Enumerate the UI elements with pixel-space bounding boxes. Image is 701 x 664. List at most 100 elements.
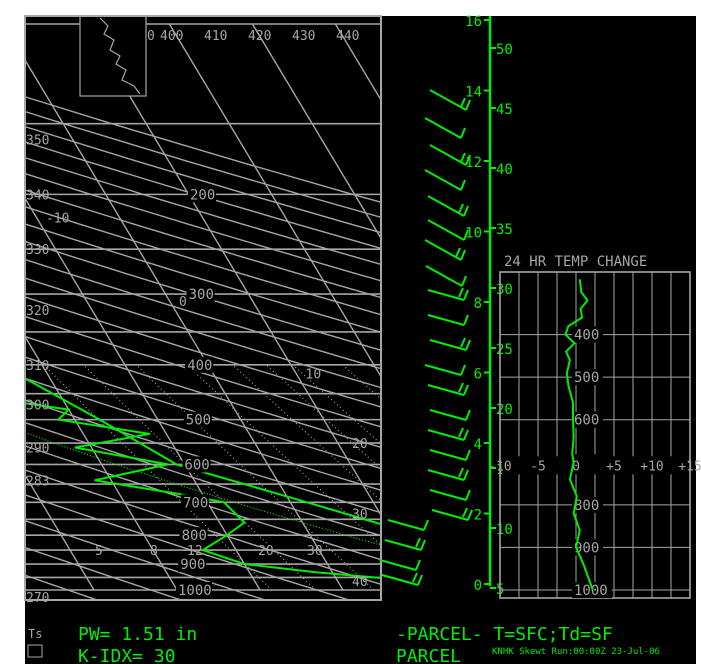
kft-label: 40 <box>496 162 513 178</box>
inset-y-tick-label: 800 <box>574 498 599 514</box>
theta-label: 410 <box>204 29 227 44</box>
wind-barb-flag <box>415 537 421 548</box>
wind-barb-staff <box>424 117 462 139</box>
dry-adiabat-line <box>25 494 352 600</box>
dewpoint-trace <box>25 402 381 580</box>
wind-barb-flag <box>465 99 471 111</box>
corner-box-icon <box>27 644 43 658</box>
km-label: 14 <box>465 85 482 101</box>
dry-adiabat-line <box>25 469 381 586</box>
km-label: 12 <box>465 155 482 171</box>
wind-barb-flag <box>460 364 466 376</box>
wind-barb-staff <box>427 195 465 217</box>
wind-barb-flag <box>463 314 469 326</box>
inset-x-tick-label: 0 <box>572 459 580 474</box>
theta-side-label: 283 <box>26 474 49 489</box>
precipitable-water: PW= 1.51 in <box>78 624 197 645</box>
inset-y-tick-label: 1000 <box>574 583 608 599</box>
kft-label: 20 <box>496 402 513 418</box>
mixing-ratio-label: 12 <box>187 544 203 559</box>
kft-label: 10 <box>496 522 513 538</box>
wind-barb-flag <box>415 559 421 571</box>
theta-prefix-label: 0 <box>147 29 155 44</box>
skewt-border <box>24 15 382 601</box>
temp-change-inset: 24 HR TEMP CHANGE 4005006007008009001000… <box>488 254 701 599</box>
dry-adiabat-line <box>25 519 268 600</box>
wind-barb-staff <box>431 509 469 521</box>
theta-label: 420 <box>248 29 271 44</box>
isobar-label: 700 <box>183 495 208 511</box>
inset-ylabel-bg <box>572 326 603 343</box>
theta-side-label: 320 <box>26 304 49 319</box>
inset-title: 24 HR TEMP CHANGE <box>504 254 647 270</box>
skewt-labels: 0400410420430440-50-40-30-20-10010203040… <box>26 15 368 606</box>
mixing-ratio-line <box>265 364 381 470</box>
wind-barb-flag <box>467 509 473 521</box>
wind-barb-staff <box>429 89 467 111</box>
wind-barb-flag <box>465 449 471 461</box>
skewt-diagram: 0400410420430440-50-40-30-20-10010203040… <box>24 15 382 606</box>
wind-barb-flag <box>460 152 466 163</box>
wind-barb-flag <box>460 179 466 191</box>
corner-mark: Ts <box>28 627 42 641</box>
theta-label: 430 <box>292 29 315 44</box>
inset-ylabel-bg <box>572 411 603 428</box>
kft-label: 50 <box>496 42 513 58</box>
wind-barb-flag <box>417 574 423 586</box>
inset-trace <box>564 279 594 591</box>
temperature-label: 30 <box>352 508 368 523</box>
wind-barb-flag <box>462 507 468 518</box>
isotherm-line <box>85 23 381 517</box>
wind-barb-flag <box>463 384 469 396</box>
wind-barb-flag <box>463 469 469 481</box>
wind-barb-flag <box>463 205 469 217</box>
dry-adiabat-line <box>25 546 184 600</box>
theta-label: 440 <box>336 29 359 44</box>
wind-barb-staff <box>427 429 465 441</box>
km-label: 8 <box>474 296 482 312</box>
kft-label: 25 <box>496 342 513 358</box>
wind-barb-flag <box>460 337 466 348</box>
inset-x-tick-label: +15 <box>678 459 701 474</box>
isotherm-line <box>251 23 381 240</box>
dry-adiabat-line <box>25 399 381 514</box>
dry-adiabat-line <box>25 206 381 316</box>
theta-side-label: 340 <box>26 188 49 203</box>
dry-adiabat-line <box>25 240 381 351</box>
dry-adiabat-line <box>25 445 381 561</box>
mixing-ratio-label: 30 <box>307 544 323 559</box>
inset-y-tick-label: 400 <box>574 328 599 344</box>
isobar-label: 900 <box>180 557 205 573</box>
wind-barb-flag <box>463 229 469 241</box>
map-inset-box <box>79 15 147 97</box>
wind-barb-staff <box>384 539 422 551</box>
inset-xlabel-bg <box>502 456 688 475</box>
wind-barb-flag <box>458 203 464 214</box>
wind-barb-flag <box>465 489 471 501</box>
coastline-icon <box>99 17 141 95</box>
temperature-label: 10 <box>306 368 322 383</box>
inset-ylabel-bg <box>572 539 603 556</box>
isobar-label: 500 <box>186 413 211 429</box>
wind-barb-staff <box>387 519 425 531</box>
km-label: 16 <box>465 14 482 30</box>
wind-barb-flag <box>463 429 469 441</box>
dry-adiabat-line <box>25 189 381 299</box>
isobar-label: 200 <box>190 187 215 203</box>
isobar-label-bg <box>181 494 209 511</box>
skewt-traces <box>25 377 381 580</box>
wind-barb-flag <box>460 127 466 139</box>
wind-barbs <box>379 89 473 586</box>
wind-barb-staff <box>429 449 467 461</box>
wind-barb-staff <box>424 364 462 376</box>
inset-ylabel-bg <box>572 369 603 386</box>
isobar-label: 600 <box>184 457 209 473</box>
theta-side-label: 350 <box>26 134 49 149</box>
dry-adiabat-line <box>25 356 381 470</box>
parcel-trace <box>25 431 381 546</box>
isobar-label-bg <box>188 186 216 203</box>
wind-barb-flag <box>460 249 466 261</box>
isobar-label: 300 <box>189 287 214 303</box>
run-stamp: KNHK Skewt Run:00:00Z 23-Jul-06 <box>492 647 660 657</box>
wind-barb-staff <box>429 144 467 166</box>
